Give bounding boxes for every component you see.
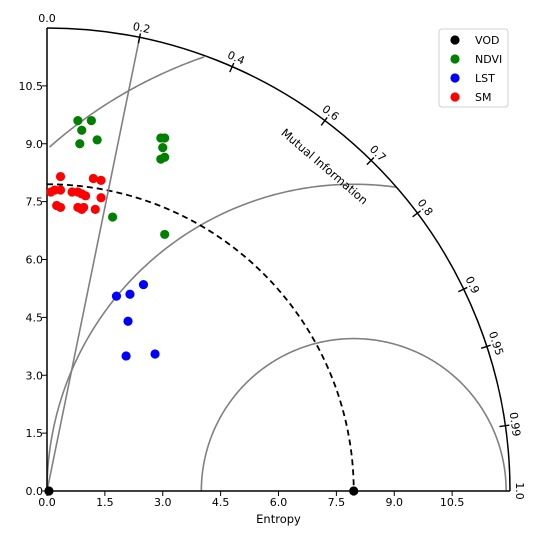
ndvi-point [160,229,170,240]
sm-point [80,191,91,201]
ndvi-point [86,116,96,126]
mutual-information-label: Mutual Information [278,126,370,208]
reference-entropy-dashed-arc [46,183,355,492]
sm-point [88,173,98,184]
lst-point [125,289,135,299]
sm-point [55,185,66,195]
x-tick-label: 1.5 [96,496,114,509]
sm-point [55,171,66,182]
vod-point [349,486,359,496]
mi-tick-label: 0.4 [225,48,246,67]
mi-tick [137,33,142,44]
mi-tick-label: 0.99 [507,411,523,437]
lst-point [121,351,131,361]
legend-marker-lst [450,73,460,83]
y-tick-label: 0.0 [26,485,44,498]
mi-radial-line [46,37,141,492]
mi-tick [366,157,375,166]
legend: VOD NDVI LST SM [438,28,509,108]
mi-tick-label: 0.2 [132,20,152,36]
y-tick-label: 4.5 [26,311,44,324]
ndvi-point [107,212,118,222]
legend-marker-sm [450,92,460,102]
y-tick-label: 9.0 [26,138,44,151]
y-tick-label: 3.0 [26,369,44,382]
sm-point [55,202,66,213]
mi-tick [412,210,422,218]
legend-marker-vod [450,35,460,45]
x-tick-label: 3.0 [154,496,172,509]
ndvi-point [75,139,85,149]
outer-arc [46,27,511,492]
y-tick-label: 7.5 [26,196,44,209]
mi-tick [457,286,468,293]
reference-arc-1 [200,337,507,492]
y-tick-label: 10.5 [19,80,44,93]
y-tick-label: 1.5 [26,427,44,440]
mi-tick-label: 0.6 [320,103,342,124]
mi-tick [480,344,491,349]
x-tick-label: 9.0 [386,496,404,509]
sm-point [77,204,87,214]
legend-label-lst: LST [475,72,495,85]
lst-point [123,316,133,326]
ndvi-point [73,116,83,126]
mi-tick-label: 0.8 [415,197,436,219]
y-tick-label: 6.0 [26,254,44,267]
x-tick-label: 7.5 [328,496,346,509]
legend-label-ndvi: NDVI [475,53,502,66]
lst-point [111,291,122,301]
ndvi-point [77,125,87,135]
reference-arc-3 [48,56,205,148]
legend-marker-ndvi [450,54,460,64]
ndvi-point [92,135,102,145]
mi-tick [320,116,328,126]
x-tick-label: 4.5 [212,496,230,509]
x-axis-label: Entropy [256,512,301,526]
ndvi-point [158,143,168,153]
x-tick-label: 0.0 [38,496,56,509]
mi-tick [499,424,510,428]
legend-label-vod: VOD [475,34,499,47]
vod-point [44,486,54,496]
legend-box [438,28,509,108]
lst-point [138,279,149,290]
mi-tick-label: 0.0 [38,12,56,25]
sm-point [96,193,106,203]
sm-point [96,175,106,186]
mi-tick [229,62,235,73]
x-tick-label: 10.5 [440,496,465,509]
sm-point [90,204,100,214]
reference-arc-2 [46,183,397,492]
x-tick-label: 6.0 [270,496,288,509]
lst-point [150,349,160,359]
legend-label-sm: SM [475,91,491,104]
ndvi-point [160,133,170,143]
mi-tick-label: 1.0 [513,482,526,500]
ndvi-point [156,154,166,164]
